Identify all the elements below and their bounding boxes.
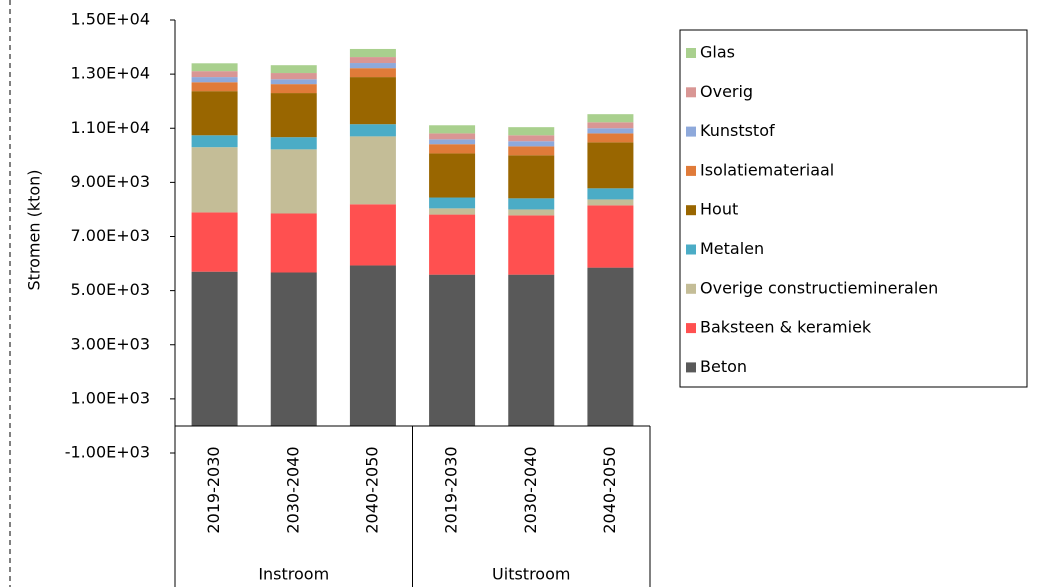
bar-segment [270, 73, 317, 80]
bar-segment [270, 93, 317, 138]
bar-segment [191, 82, 238, 92]
bar-segment [349, 77, 396, 125]
y-tick-label: 1.10E+04 [71, 118, 151, 137]
bar-segment [429, 197, 476, 209]
bar-segment [191, 147, 238, 213]
bar-segment [191, 77, 238, 83]
bar-segment [587, 142, 634, 189]
bar-segment [191, 135, 238, 148]
bar-segment [349, 136, 396, 205]
bar-segment [429, 139, 476, 145]
x-tick-label: 2030-2040 [521, 446, 540, 533]
bar-segment [508, 135, 555, 142]
y-axis-label: Stromen (kton) [25, 169, 44, 290]
legend-label: Kunststof [700, 121, 775, 140]
legend-swatch [686, 48, 696, 58]
y-tick-label: -1.00E+03 [65, 443, 150, 462]
legend-swatch [686, 126, 696, 137]
y-tick-label: 1.50E+04 [71, 10, 151, 29]
x-tick-label: 2040-2050 [600, 446, 619, 533]
y-tick-label: 1.00E+03 [71, 388, 151, 407]
bar-segment [349, 48, 396, 58]
bar-segment [349, 204, 396, 266]
legend-label: Metalen [700, 239, 764, 258]
bar-segment [191, 212, 238, 272]
y-tick-label: 3.00E+03 [71, 334, 151, 353]
legend-swatch [686, 244, 696, 255]
bar-segment [270, 79, 317, 85]
bar-segment [191, 71, 238, 78]
legend-label: Isolatiemateriaal [700, 160, 834, 179]
legend-box [679, 29, 1028, 388]
bar-segment [508, 198, 555, 210]
bar-segment [191, 271, 238, 426]
bar-segment [270, 84, 317, 94]
legend-swatch [686, 283, 696, 294]
bar-segment [587, 199, 634, 206]
bar-segment [349, 63, 396, 69]
bar-segment [349, 265, 396, 426]
bar-segment [508, 141, 555, 147]
bar-segment [349, 68, 396, 78]
legend-label: Baksteen & keramiek [700, 318, 872, 337]
bar-segment [349, 124, 396, 137]
bar-segment [270, 149, 317, 214]
x-tick-label: 2030-2040 [283, 446, 302, 533]
bar-segment [429, 125, 476, 134]
bar-segment [587, 114, 634, 123]
legend-swatch [686, 205, 696, 216]
bar-segment [270, 137, 317, 150]
x-tick-label: 2019-2030 [204, 446, 223, 533]
bar-segment [587, 128, 634, 134]
legend-swatch [686, 323, 696, 334]
y-tick-label: 7.00E+03 [71, 226, 151, 245]
group-label: Instroom [258, 565, 329, 584]
group-label: Uitstroom [492, 565, 570, 584]
bar-segment [270, 65, 317, 74]
bar-segment [429, 144, 476, 154]
bar-segment [429, 208, 476, 215]
legend-swatch [686, 362, 696, 373]
bar-segment [587, 188, 634, 200]
bar-segment [270, 272, 317, 426]
bar-segment [587, 205, 634, 268]
bar-segment [508, 215, 555, 275]
legend-label: Overig [700, 82, 753, 101]
bar-segment [429, 153, 476, 198]
legend-label: Overige constructiemineralen [700, 278, 938, 297]
bar-segment [508, 209, 555, 216]
x-tick-label: 2019-2030 [442, 446, 461, 533]
bar-segment [587, 133, 634, 143]
y-tick-label: 5.00E+03 [71, 280, 151, 299]
bar-segment [270, 213, 317, 273]
bar-segment [191, 91, 238, 136]
bar-segment [508, 274, 555, 426]
bar-segment [429, 133, 476, 140]
legend-swatch [686, 165, 696, 176]
bar-segment [429, 214, 476, 275]
legend-label: Glas [700, 43, 735, 62]
legend-swatch [686, 87, 696, 98]
bar-segment [508, 127, 555, 136]
bar-segment [508, 155, 555, 199]
bar-segment [587, 267, 634, 426]
x-tick-label: 2040-2050 [362, 446, 381, 533]
bar-segment [587, 122, 634, 129]
y-tick-label: 9.00E+03 [71, 172, 151, 191]
bar-segment [349, 57, 396, 64]
bar-segment [508, 146, 555, 156]
y-tick-label: 1.30E+04 [71, 64, 151, 83]
legend-label: Beton [700, 357, 747, 376]
bar-segment [429, 274, 476, 426]
bar-segment [191, 63, 238, 72]
legend-label: Hout [700, 200, 738, 219]
